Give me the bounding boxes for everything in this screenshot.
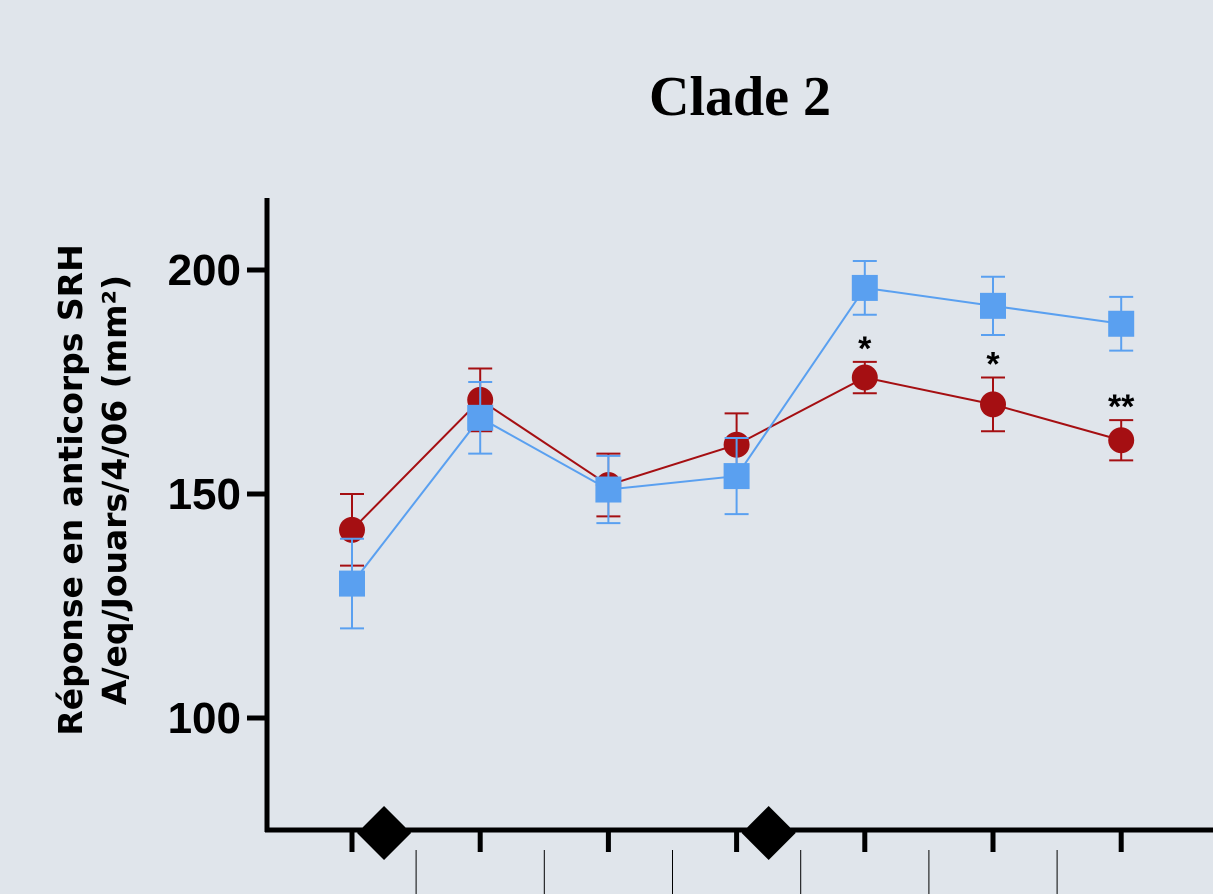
data-point-circle <box>339 516 365 543</box>
data-marks: * *** <box>339 260 1135 630</box>
series-square <box>339 260 1135 630</box>
data-point-square <box>467 404 494 431</box>
chart-title: Clade 2 <box>649 66 831 128</box>
data-point-square <box>595 476 622 503</box>
y-axis-label: Réponse en anticorps SRH A/eq/Jouars/4/0… <box>51 244 134 735</box>
data-point-square <box>723 463 750 490</box>
axes: 100 150 200 <box>168 198 1213 894</box>
y-axis-label-line1: Réponse en anticorps SRH <box>51 244 90 735</box>
data-point-square <box>851 274 878 301</box>
data-point-square <box>1108 310 1135 337</box>
y-axis-label-line2: A/eq/Jouars/4/06 (mm²) <box>95 275 134 705</box>
diamond-marker <box>357 806 412 860</box>
data-point-circle <box>851 364 878 391</box>
significance-label: ** <box>1108 388 1135 426</box>
y-tick-label: 150 <box>168 470 241 519</box>
data-point-circle <box>980 391 1006 418</box>
data-point-square <box>980 292 1006 319</box>
significance-label: * <box>986 346 1000 384</box>
diamond-marker <box>741 806 796 860</box>
y-tick-label: 200 <box>168 246 241 295</box>
data-point-circle <box>1108 427 1135 454</box>
significance-label: * <box>858 330 872 368</box>
data-point-square <box>339 570 365 597</box>
y-tick-label: 100 <box>168 694 241 743</box>
